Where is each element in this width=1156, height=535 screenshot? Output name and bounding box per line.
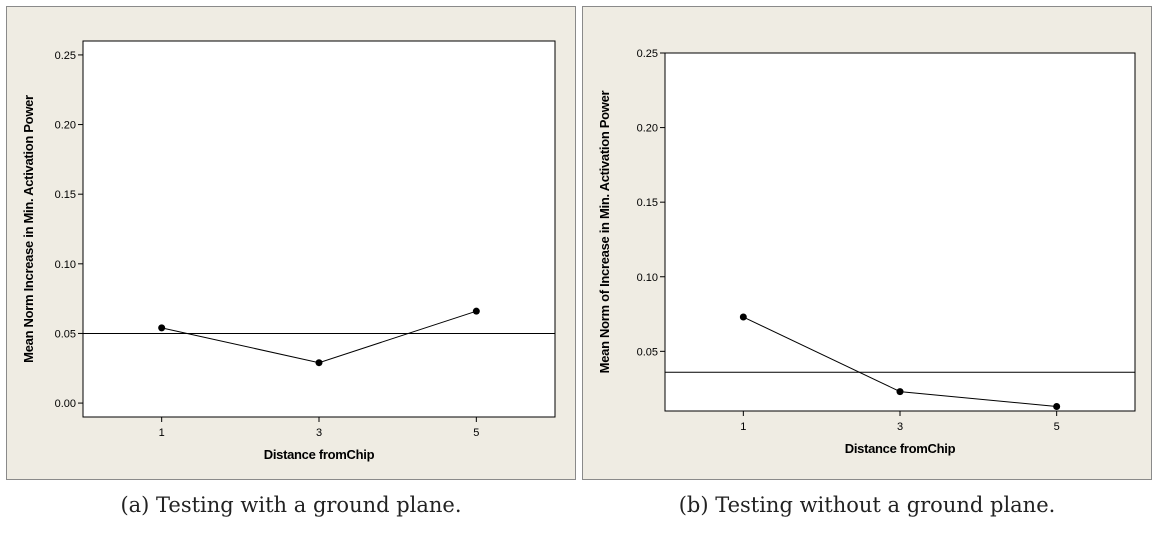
x-tick-label: 5 (473, 427, 479, 439)
x-tick-label: 1 (159, 427, 165, 439)
x-axis-title: Distance fromChip (845, 441, 956, 456)
y-tick-label: 0.10 (55, 259, 76, 271)
data-point (472, 307, 480, 315)
y-axis-title: Mean Norm of Increase in Min. Activation… (597, 90, 612, 373)
y-tick-label: 0.25 (637, 48, 658, 60)
data-point (1053, 403, 1061, 411)
y-tick-label: 0.10 (637, 272, 658, 284)
y-tick-label: 0.00 (55, 398, 76, 410)
x-tick-label: 3 (897, 421, 903, 433)
x-tick-label: 3 (316, 427, 322, 439)
x-tick-label: 1 (740, 421, 746, 433)
y-tick-label: 0.05 (55, 328, 76, 340)
data-point (896, 388, 904, 396)
line-chart-a: 0.00 0.05 0.10 0.15 0.20 0.25 1 3 5 Distance from… (21, 40, 556, 462)
y-tick-label: 0.15 (55, 189, 76, 201)
y-tick-label: 0.15 (637, 197, 658, 209)
line-chart-b: 0.05 0.10 0.15 0.20 0.25 1 3 5 Distance fromChip… (597, 48, 1136, 456)
x-tick-label: 5 (1054, 421, 1060, 433)
y-tick-label: 0.20 (55, 120, 76, 132)
chart-panel-b: 0.05 0.10 0.15 0.20 0.25 1 3 5 Distance fromChip… (582, 6, 1152, 480)
y-axis-title: Mean Norm Increase in Min. Activation Po… (21, 95, 36, 363)
y-tick-label: 0.05 (637, 346, 658, 358)
plot-area (82, 40, 556, 418)
caption-a: (a) Testing with a ground plane. (120, 493, 462, 517)
y-tick-label: 0.20 (637, 123, 658, 135)
data-point (739, 313, 747, 321)
y-tick-label: 0.25 (55, 50, 76, 62)
x-axis-title: Distance fromChip (264, 447, 375, 462)
chart-panel-a: 0.00 0.05 0.10 0.15 0.20 0.25 1 3 5 Distance from… (6, 6, 576, 480)
plot-area (664, 52, 1136, 412)
data-point (158, 324, 166, 332)
caption-b: (b) Testing without a ground plane. (678, 493, 1056, 517)
data-point (315, 359, 323, 367)
